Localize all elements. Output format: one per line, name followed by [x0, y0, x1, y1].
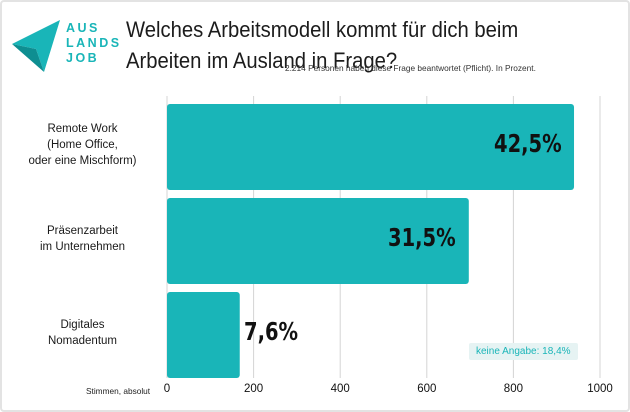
logo-line-3: JOB: [66, 51, 100, 65]
x-tick-label: 400: [330, 383, 350, 395]
category-label-line: Nomadentum: [47, 335, 118, 347]
bar: [167, 198, 469, 284]
category-label: Remote Work (Home Office, oder eine Mischf…: [0, 121, 165, 169]
category-label-line: (Home Office,: [47, 139, 118, 151]
bar: [167, 292, 240, 378]
chart-title: Welches Arbeitsmodell kommt für dich bei…: [126, 17, 519, 73]
category-label-line: Präsenzarbeit: [47, 225, 118, 237]
logo-line-2: LANDS: [66, 36, 122, 50]
x-tick-label: 800: [503, 383, 523, 395]
x-tick-label: 200: [244, 383, 264, 395]
x-tick-label: 0: [163, 383, 171, 395]
x-tick-label: 1000: [587, 383, 613, 395]
chart-subtitle: 2.214 Personen haben diese Frage beantwo…: [285, 63, 536, 73]
data-label: 7,6%: [243, 317, 298, 346]
logo-mark-icon: [12, 20, 60, 72]
logo-line-1: AUS: [66, 21, 100, 35]
no-answer-note: keine Angabe: 18,4%: [469, 343, 578, 360]
x-tick-label: 600: [417, 383, 437, 395]
data-label: 31,5%: [388, 223, 456, 252]
category-label-line: Digitales: [60, 319, 105, 331]
category-label-line: im Unternehmen: [39, 241, 125, 253]
category-label: Präsenzarbeit im Unternehmen: [0, 223, 165, 255]
bar: [167, 104, 575, 190]
category-label: Digitales Nomadentum: [0, 317, 165, 349]
category-label-line: oder eine Mischform): [28, 155, 137, 167]
auslandsjob-logo: AUS LANDS JOB: [10, 16, 120, 76]
category-label-line: Remote Work: [47, 123, 118, 135]
x-axis-label: Stimmen, absolut: [86, 386, 151, 396]
data-label: 42,5%: [493, 129, 562, 158]
